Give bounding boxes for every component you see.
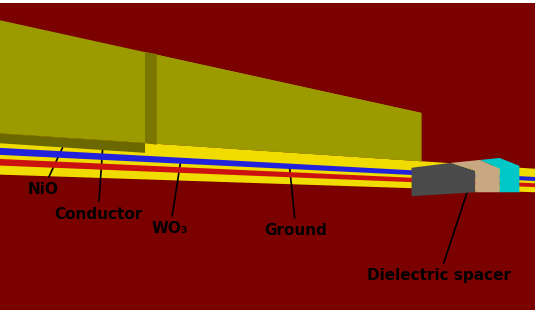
Polygon shape <box>0 133 145 153</box>
Polygon shape <box>0 148 535 181</box>
Polygon shape <box>0 3 535 310</box>
Polygon shape <box>0 133 535 192</box>
Polygon shape <box>412 163 475 196</box>
Text: NiO: NiO <box>27 148 62 197</box>
Text: Ground: Ground <box>265 165 328 239</box>
Text: Dielectric spacer: Dielectric spacer <box>367 185 512 284</box>
Polygon shape <box>451 160 500 192</box>
Text: Conductor: Conductor <box>54 148 142 222</box>
Polygon shape <box>0 20 422 161</box>
Polygon shape <box>145 52 157 145</box>
Polygon shape <box>0 159 535 187</box>
Text: WO₃: WO₃ <box>152 160 188 236</box>
Polygon shape <box>145 52 422 161</box>
Polygon shape <box>480 158 519 192</box>
